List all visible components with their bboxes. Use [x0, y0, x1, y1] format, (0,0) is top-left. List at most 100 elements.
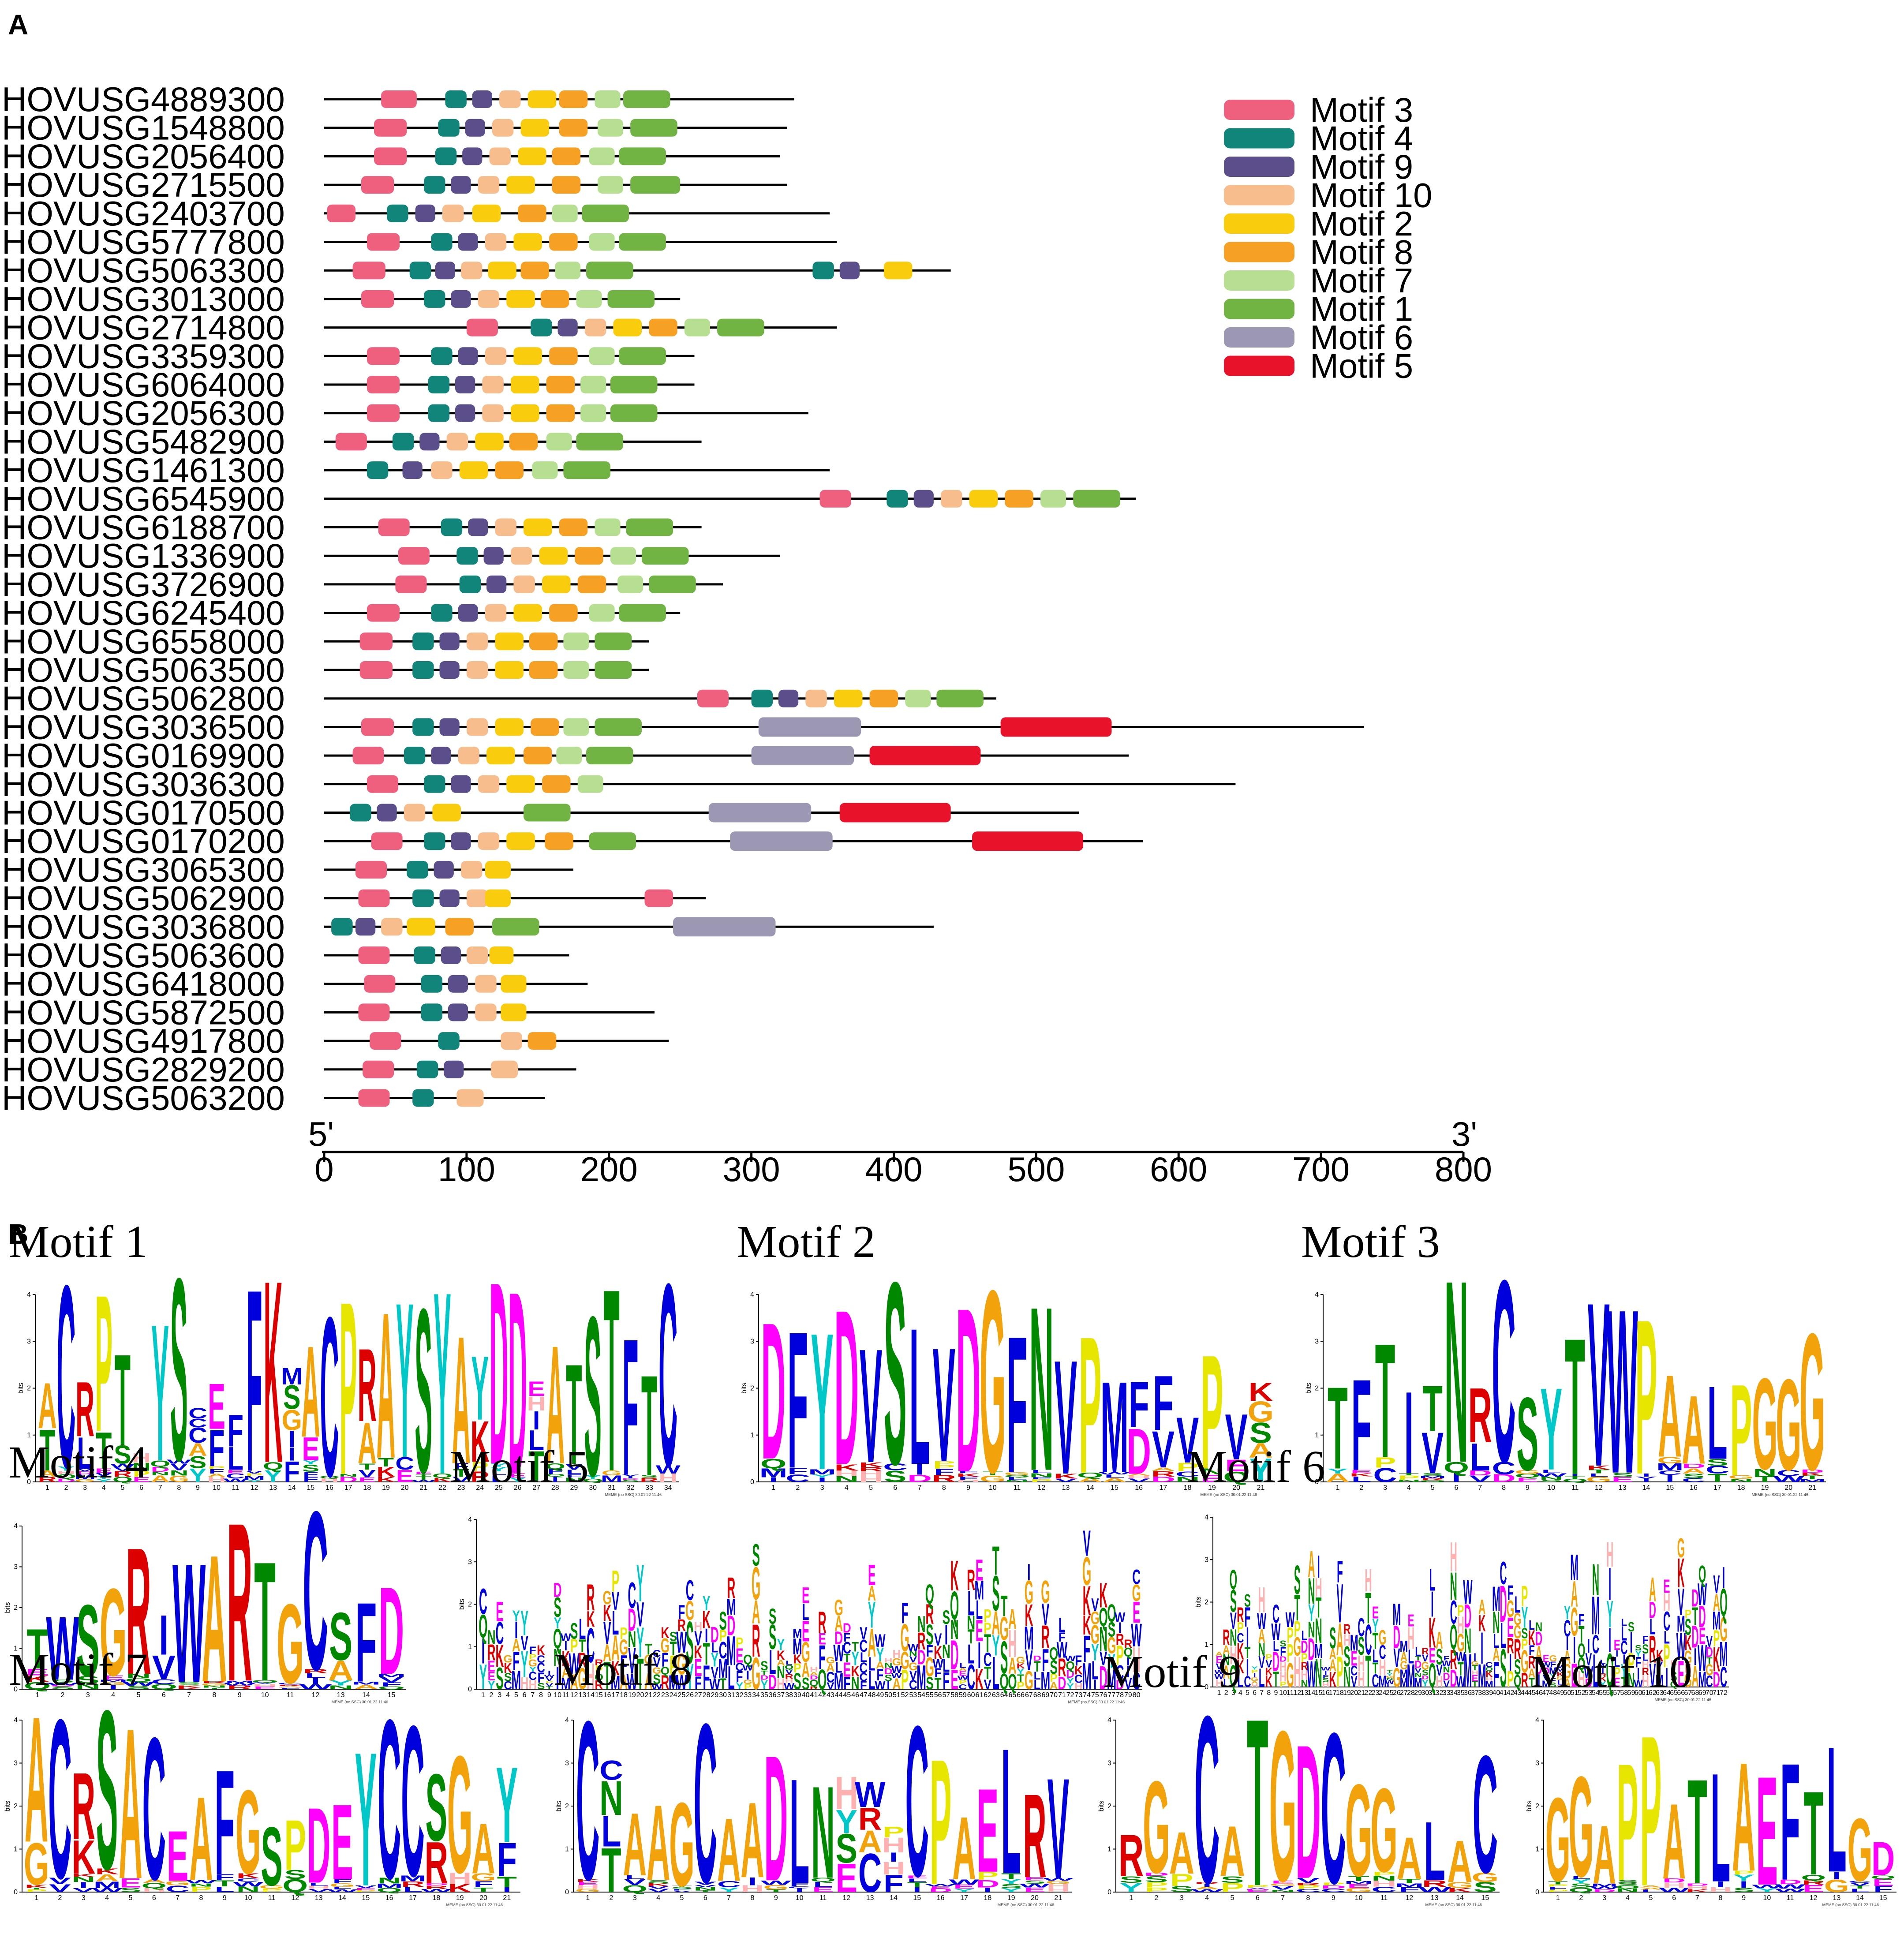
- logo-letter: Y: [636, 1554, 644, 1613]
- logo-position-label: 34: [664, 1484, 672, 1492]
- motif-4-box: [424, 775, 445, 793]
- legend-swatch: [1224, 270, 1294, 291]
- logo-letter: E: [976, 1553, 983, 1587]
- logo-letter: P: [95, 1254, 113, 1472]
- logo-position-label: 21: [503, 1894, 511, 1902]
- gene-row: HOVUSG3359300: [2, 337, 695, 375]
- motif-9-box: [483, 547, 504, 565]
- logo-letter: R: [227, 1475, 253, 1728]
- motif-3-box: [395, 575, 427, 593]
- logo-letter: R: [358, 1327, 377, 1443]
- logo-letter: L: [1529, 1618, 1535, 1633]
- logo-letter: G: [669, 1778, 695, 1911]
- panel-label-a: A: [8, 9, 28, 41]
- legend-swatch: [1224, 157, 1294, 177]
- logo-letter: C: [628, 1575, 636, 1616]
- gene-row: HOVUSG5062900: [2, 879, 706, 918]
- x-tick-label: 800: [1435, 1150, 1492, 1189]
- logo-y-tick-label: 4: [468, 1516, 472, 1523]
- logo-letter: E: [331, 1783, 353, 1903]
- motif-5-box: [1000, 717, 1112, 737]
- logo-letter: T: [254, 1526, 276, 1716]
- legend-swatch: [1224, 242, 1294, 262]
- logo-letter: N: [811, 1759, 834, 1906]
- motif-6-box: [751, 746, 854, 766]
- gene-label: HOVUSG4889300: [2, 80, 285, 119]
- gene-row: HOVUSG6545900: [2, 479, 1136, 518]
- legend-label: Motif 6: [1310, 318, 1413, 357]
- logo-letter: S: [640, 1474, 658, 1479]
- logo-letter: F: [1579, 1611, 1585, 1629]
- logo-letter: T: [359, 1462, 375, 1471]
- motif-4-box: [421, 1003, 442, 1021]
- legend-label: Motif 7: [1310, 261, 1413, 300]
- logo-position-label: 7: [531, 1691, 535, 1699]
- logo-y-tick-label: 0: [750, 1478, 754, 1486]
- logo-position-label: 70: [1050, 1691, 1058, 1699]
- logo-letter: M: [281, 1363, 303, 1390]
- motif-3-box: [367, 233, 400, 251]
- gene-label: HOVUSG2056400: [2, 137, 285, 176]
- motif-9-box: [455, 376, 475, 393]
- logo-letter: Y: [151, 1283, 169, 1502]
- logo-letter: S: [1628, 1619, 1635, 1634]
- gene-row: HOVUSG0170200: [2, 822, 1143, 860]
- motif-4-box: [431, 233, 453, 251]
- logo-letter: N: [169, 1469, 188, 1477]
- gene-row: HOVUSG2056300: [2, 394, 808, 433]
- motif-2-box: [527, 90, 557, 108]
- logo-letter: E: [496, 1597, 503, 1628]
- logo-y-tick-label: 2: [1204, 1599, 1208, 1606]
- logo-y-tick-label: 3: [1204, 1556, 1208, 1563]
- logo-letter: Y: [95, 1476, 113, 1480]
- logo-letter: L: [491, 1474, 507, 1484]
- gene-label: HOVUSG5063600: [2, 936, 285, 975]
- logo-letter: T: [415, 1475, 431, 1481]
- motif-3-box: [644, 889, 673, 907]
- logo-letter: A: [119, 1683, 142, 1923]
- motif-9-box: [839, 262, 860, 280]
- gene-label: HOVUSG6545900: [2, 479, 285, 518]
- logo-letter: R: [75, 1365, 94, 1452]
- x-tick-label: 200: [580, 1150, 638, 1189]
- logo-letter: F: [622, 1298, 638, 1516]
- gene-label: HOVUSG6558000: [2, 622, 285, 661]
- logo-letter: A: [1593, 1809, 1616, 1902]
- motif-7-box: [563, 661, 589, 679]
- gene-row: HOVUSG0169900: [2, 736, 1129, 775]
- gene-label: HOVUSG6418000: [2, 965, 285, 1003]
- logo-position-label: 6: [139, 1484, 143, 1492]
- motif-4-box: [424, 290, 445, 308]
- motif-2-box: [506, 290, 535, 308]
- logo-position-label: 13: [269, 1484, 277, 1492]
- logo-letter: P: [1685, 1608, 1691, 1621]
- logo-letter: C: [686, 1575, 694, 1606]
- logo-letter: K: [661, 1624, 669, 1642]
- logo-letter: I: [1317, 1549, 1320, 1585]
- motif-8-box: [552, 176, 581, 194]
- logo-letter: F: [1129, 1368, 1149, 1440]
- logo-letter: E: [302, 1431, 320, 1467]
- motif-2-box: [495, 718, 524, 736]
- x-tick-label: 600: [1150, 1150, 1207, 1189]
- logo-letter: T: [1803, 1767, 1823, 1900]
- logo-letter: P: [1730, 1357, 1752, 1503]
- motif-9-box: [415, 204, 435, 222]
- logo-letter: C: [694, 1676, 717, 1930]
- logo-letter: S: [760, 1658, 768, 1673]
- motif-2-box: [501, 975, 527, 993]
- motif-1-box: [607, 290, 655, 308]
- motif-2-box: [613, 318, 642, 337]
- motif-7-box: [589, 604, 615, 622]
- logo-letter: N: [151, 1471, 170, 1477]
- gene-row: HOVUSG5062800: [2, 679, 996, 718]
- logo-letter: C: [1500, 1555, 1507, 1592]
- motif-4-box: [431, 347, 453, 365]
- logo-letter: S: [1294, 1557, 1301, 1603]
- motif-4-box: [392, 433, 414, 451]
- logo-position-label: 3: [633, 1894, 637, 1902]
- motif-9-box: [434, 860, 454, 879]
- logo-position-label: 1: [45, 1484, 49, 1492]
- motif-10-box: [458, 747, 479, 765]
- logo-letter: C: [142, 1695, 166, 1922]
